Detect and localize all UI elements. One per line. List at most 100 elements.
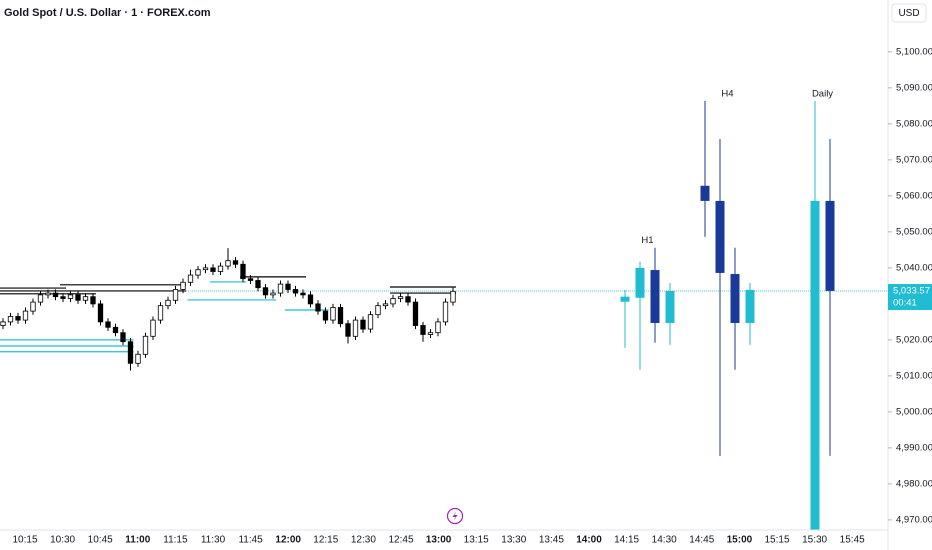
x-tick-label: 13:00 (426, 535, 452, 546)
candle-body (210, 267, 216, 272)
candle-body (225, 260, 231, 267)
currency-label[interactable]: USD (898, 8, 919, 19)
candle-body (745, 289, 755, 323)
x-tick-label: 14:15 (614, 535, 639, 546)
candle-body (700, 185, 710, 201)
candle-body (255, 280, 261, 289)
candle-body (165, 299, 171, 307)
candle-body (90, 296, 96, 305)
last-price-box (888, 284, 932, 311)
x-tick-label: 10:45 (88, 535, 113, 546)
candle-body (135, 353, 141, 364)
candle-body (0, 321, 6, 326)
candle-body (82, 296, 89, 301)
candle-body (15, 316, 21, 321)
candle-body (450, 290, 456, 303)
axes: 4,970.00 4,980.00 4,990.00 5,000.00 5,010.00… (12, 46, 932, 546)
candle-body (412, 301, 419, 326)
candle-body (45, 292, 51, 296)
candle-body (285, 283, 291, 290)
x-tick-label: 10:30 (50, 535, 75, 546)
x-tick-label: 14:30 (652, 535, 677, 546)
x-tick-label: 14:45 (689, 535, 714, 546)
candle-body (270, 292, 276, 296)
y-tick-label: 5,010.00 (896, 370, 932, 381)
x-tick-label: 13:45 (539, 535, 564, 546)
htf-label: H4 (721, 88, 733, 99)
candle-body (75, 294, 81, 301)
candle-body (187, 274, 194, 283)
candle-body (67, 294, 74, 299)
candle-body (405, 296, 411, 303)
x-tick-label: 13:30 (501, 535, 526, 546)
y-tick-label: 5,070.00 (896, 154, 932, 165)
x-tick-label: 12:15 (313, 535, 338, 546)
candle-body (390, 298, 396, 305)
x-tick-label: 11:30 (201, 535, 226, 546)
candle-body (427, 332, 434, 335)
x-tick-label: 12:00 (275, 535, 301, 546)
x-tick-label: 12:30 (351, 535, 376, 546)
candle-body (142, 335, 149, 355)
candle-body (420, 325, 426, 335)
x-tick-label: 15:45 (840, 535, 865, 546)
y-tick-label: 5,080.00 (896, 118, 932, 129)
x-tick-label: 12:45 (388, 535, 413, 546)
candle-body (180, 281, 186, 290)
candle-body (330, 307, 336, 321)
candle-body (300, 292, 306, 296)
candle-body (120, 332, 126, 343)
y-tick-label: 5,050.00 (896, 226, 932, 237)
candle-body (352, 319, 359, 337)
y-tick-label: 5,060.00 (896, 190, 932, 201)
x-tick-label: 14:00 (576, 535, 602, 546)
candle-body (397, 296, 404, 299)
candle-body (37, 294, 44, 303)
y-tick-label: 5,040.00 (896, 262, 932, 273)
candle-body (247, 278, 254, 281)
candle-body (7, 316, 14, 323)
y-tick-label: 4,980.00 (896, 478, 932, 489)
currency-box[interactable] (891, 3, 927, 23)
x-tick-label: 15:00 (727, 535, 753, 546)
candle-body (650, 270, 660, 323)
alert-icon[interactable] (446, 507, 464, 525)
candle-body (442, 301, 449, 323)
candle-body (337, 307, 344, 325)
candle-body (810, 200, 820, 530)
candle-body (240, 263, 246, 280)
candle-body (22, 310, 29, 321)
candle-body (157, 305, 164, 321)
x-tick-label: 15:30 (802, 535, 827, 546)
y-tick-label: 5,000.00 (896, 406, 932, 417)
y-tick-label: 5,020.00 (896, 334, 932, 345)
htf-label: H1 (641, 235, 653, 246)
y-tick-label: 4,970.00 (896, 514, 932, 525)
candle-body (715, 200, 725, 273)
candle-body (315, 303, 321, 312)
candle-body (30, 301, 36, 312)
x-tick-label: 15:15 (764, 535, 789, 546)
candle-body (730, 274, 740, 323)
x-tick-label: 11:00 (125, 535, 150, 546)
chart-title: Gold Spot / U.S. Dollar · 1 · FOREX.com (4, 7, 211, 19)
candle-body (262, 287, 269, 296)
candle-body (825, 200, 835, 291)
candle-body (367, 314, 374, 330)
y-tick-label: 4,990.00 (896, 442, 932, 453)
candle-body (150, 319, 156, 337)
candle-body (292, 289, 299, 294)
x-tick-label: 11:15 (163, 535, 188, 546)
candle-body (127, 341, 134, 364)
candle-body (202, 267, 209, 271)
candle-body (52, 292, 59, 298)
x-tick-label: 13:15 (464, 535, 489, 546)
candle-body (665, 290, 675, 323)
htf-label: Daily (812, 88, 833, 99)
candle-body (620, 296, 630, 302)
candle-body (60, 296, 66, 299)
candle-body (217, 265, 224, 272)
candle-body (277, 283, 284, 294)
